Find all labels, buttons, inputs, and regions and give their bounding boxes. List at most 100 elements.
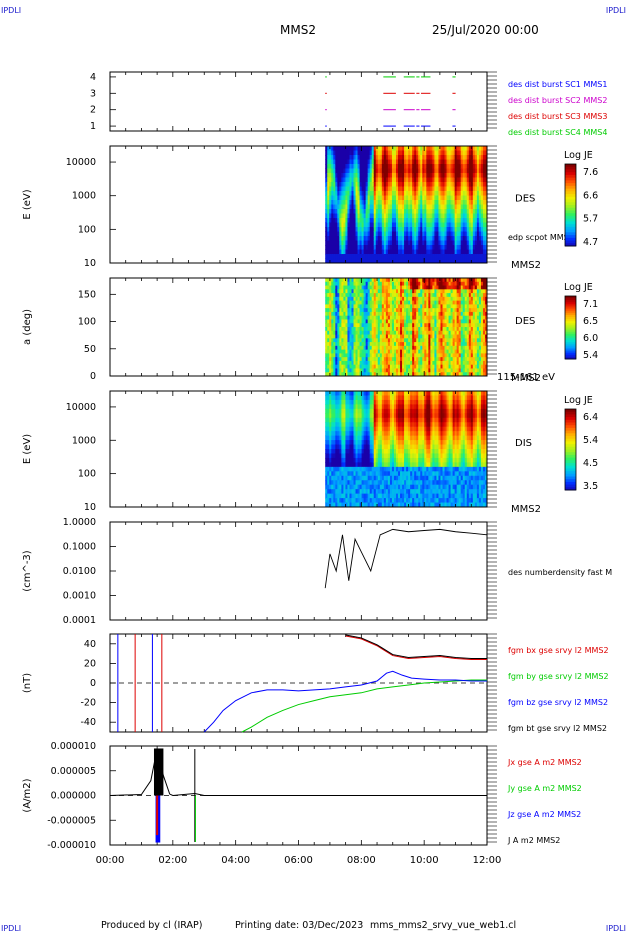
heatmap-cell	[387, 191, 391, 196]
heatmap-cell	[349, 173, 352, 178]
heatmap-cell	[398, 150, 401, 156]
heatmap-cell	[418, 281, 421, 287]
heatmap-cell	[446, 240, 450, 246]
heatmap-cell	[325, 408, 328, 414]
heatmap-cell	[381, 186, 385, 192]
heatmap-cell	[367, 209, 371, 214]
heatmap-cell	[365, 334, 369, 339]
heatmap-cell	[371, 168, 375, 174]
heatmap-cell	[420, 213, 423, 219]
heatmap-cell	[345, 391, 348, 396]
heatmap-cell	[369, 296, 373, 302]
heatmap-cell	[357, 304, 361, 309]
heatmap-cell	[472, 245, 476, 250]
heatmap-cell	[347, 395, 350, 401]
heatmap-cell	[335, 357, 338, 362]
heatmap-cell	[398, 278, 401, 283]
heatmap-cell	[393, 254, 397, 259]
heatmap-cell	[416, 173, 419, 178]
heatmap-cell	[391, 240, 395, 246]
heatmap-cell	[367, 334, 371, 339]
heatmap-cell	[432, 254, 435, 259]
heatmap-cell	[343, 289, 346, 294]
heatmap-cell	[337, 195, 340, 201]
heatmap-cell	[414, 304, 417, 309]
heatmap-cell	[385, 342, 389, 347]
heatmap-cell	[406, 168, 409, 174]
heatmap-cell	[428, 372, 431, 377]
heatmap-cell	[327, 349, 330, 354]
heatmap-cell	[454, 304, 458, 309]
heatmap-cell	[426, 360, 429, 366]
heatmap-cell	[412, 357, 415, 362]
colorbar-step	[565, 191, 576, 195]
heatmap-cell	[468, 236, 472, 241]
colorbar-step	[565, 348, 576, 352]
heatmap-cell	[430, 245, 433, 250]
heatmap-cell	[460, 249, 464, 255]
heatmap-cell	[440, 296, 444, 302]
heatmap-cell	[430, 227, 433, 232]
heatmap-cell	[363, 368, 367, 373]
heatmap-cell	[434, 308, 437, 313]
heatmap-cell	[426, 342, 429, 347]
heatmap-cell	[448, 173, 452, 178]
heatmap-cell	[373, 209, 377, 214]
heatmap-cell	[420, 311, 423, 317]
heatmap-cell	[470, 164, 474, 169]
heatmap-cell	[369, 353, 373, 358]
heatmap-cell	[393, 334, 397, 339]
heatmap-cell	[408, 168, 411, 174]
heatmap-cell	[335, 227, 338, 232]
heatmap-cell	[363, 245, 367, 250]
heatmap-cell	[327, 431, 330, 437]
heatmap-cell	[375, 204, 379, 210]
heatmap-cell	[333, 146, 336, 151]
heatmap-cell	[424, 311, 427, 317]
heatmap-cell	[398, 164, 401, 169]
heatmap-cell	[335, 300, 338, 305]
heatmap-cell	[333, 395, 336, 401]
heatmap-cell	[408, 372, 411, 377]
heatmap-cell	[444, 315, 448, 320]
heatmap-cell	[446, 281, 450, 287]
heatmap-cell	[410, 368, 413, 373]
heatmap-cell	[351, 204, 355, 210]
heatmap-cell	[482, 327, 486, 332]
heatmap-cell	[458, 349, 462, 354]
heatmap-cell	[387, 240, 391, 246]
heatmap-cell	[395, 236, 399, 241]
heatmap-cell	[369, 285, 373, 290]
heatmap-cell	[373, 155, 377, 160]
heatmap-cell	[400, 191, 403, 196]
heatmap-cell	[412, 218, 415, 223]
heatmap-cell	[410, 164, 413, 169]
heatmap-cell	[416, 368, 419, 373]
heatmap-cell	[422, 293, 425, 298]
heatmap-cell	[343, 330, 346, 336]
heatmap-cell	[398, 168, 401, 174]
heatmap-cell	[404, 364, 407, 369]
heatmap-cell	[398, 146, 401, 151]
heatmap-cell	[395, 182, 399, 187]
heatmap-cell	[420, 308, 423, 313]
heatmap-cell	[353, 227, 357, 232]
heatmap-cell	[383, 200, 387, 205]
heatmap-cell	[458, 334, 462, 339]
heatmap-cell	[428, 319, 431, 324]
heatmap-cell	[444, 164, 448, 169]
heatmap-cell	[351, 173, 355, 178]
heatmap-cell	[367, 319, 371, 324]
heatmap-cell	[446, 334, 450, 339]
heatmap-cell	[466, 372, 470, 377]
heatmap-cell	[361, 334, 365, 339]
heatmap-cell	[402, 159, 405, 165]
heatmap-cell	[450, 293, 454, 298]
heatmap-cell	[355, 395, 359, 401]
heatmap-cell	[438, 209, 441, 214]
heatmap-cell	[391, 289, 395, 294]
heatmap-cell	[472, 296, 476, 302]
heatmap-cell	[408, 281, 411, 287]
heatmap-cell	[462, 213, 466, 219]
heatmap-cell	[450, 173, 454, 178]
